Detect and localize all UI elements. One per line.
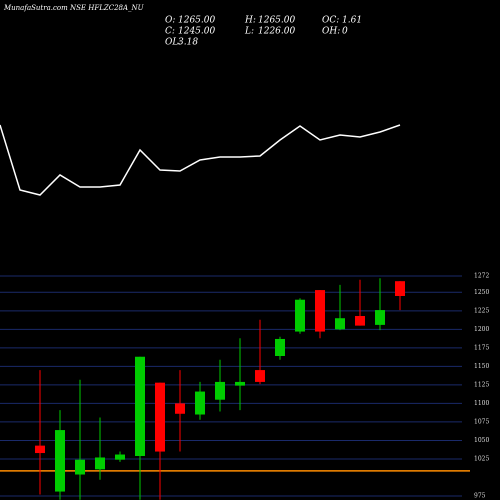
y-tick-label: 1200 <box>474 326 489 333</box>
candle-body <box>135 356 145 456</box>
candle-body <box>235 381 245 386</box>
stat-label: OL: <box>165 38 181 48</box>
y-tick-label: 1100 <box>474 400 489 407</box>
y-tick-label: 1025 <box>474 455 489 462</box>
stat-value: 1265.00 <box>178 16 215 26</box>
candle-body <box>255 370 265 382</box>
stat-value: 1.61 <box>342 16 362 26</box>
y-tick-label: 1272 <box>474 273 489 280</box>
candle-body <box>215 381 225 400</box>
stat-label: OH: <box>322 27 340 37</box>
line-series <box>0 124 401 196</box>
y-tick-label: 1150 <box>474 363 489 370</box>
candle-body <box>155 382 165 452</box>
candle-body <box>335 318 345 330</box>
y-tick-label: 975 <box>474 493 486 500</box>
candle-body <box>375 310 385 325</box>
stat-label: C: <box>165 27 175 37</box>
y-tick-label: 1225 <box>474 307 489 314</box>
stat-value: 0 <box>342 27 348 37</box>
candle-body <box>195 391 205 415</box>
candle-body <box>35 445 45 454</box>
stat-value: 1226.00 <box>258 27 295 37</box>
candle-body <box>395 281 405 296</box>
y-tick-label: 1250 <box>474 289 489 296</box>
stat-label: L: <box>244 27 254 37</box>
candle-body <box>315 290 325 332</box>
stat-value: 3.18 <box>178 38 198 48</box>
candle-body <box>275 338 285 356</box>
stat-label: OC: <box>322 16 339 26</box>
candle-body <box>355 316 365 326</box>
title: MunafaSutra.com NSE HFLZC28A_NU <box>3 4 145 12</box>
stat-value: 1265.00 <box>258 16 295 26</box>
candle-body <box>295 299 305 332</box>
candle-body <box>95 457 105 470</box>
candle-body <box>175 403 185 414</box>
candle-body <box>55 430 65 492</box>
y-tick-label: 1075 <box>474 418 489 425</box>
y-tick-label: 1050 <box>474 437 489 444</box>
candle-body <box>75 459 85 475</box>
candle-body <box>115 454 125 460</box>
stat-label: O: <box>165 16 175 26</box>
stat-value: 1245.00 <box>178 27 215 37</box>
y-tick-label: 1125 <box>474 381 489 388</box>
stat-label: H: <box>244 16 256 26</box>
y-tick-label: 1175 <box>474 344 489 351</box>
